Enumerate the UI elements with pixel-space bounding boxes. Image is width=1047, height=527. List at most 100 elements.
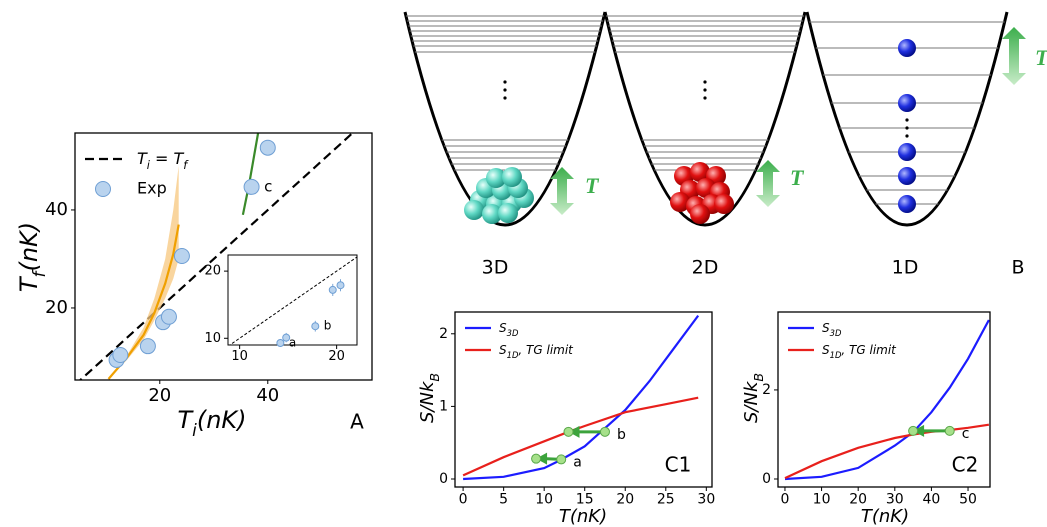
x-tick-label: 0 — [459, 492, 468, 508]
point-label: b — [324, 319, 332, 333]
label-part: S/Nk — [417, 380, 438, 423]
atom — [898, 39, 916, 57]
legend-label: Ti = Tf — [137, 149, 189, 172]
x-tick-label: 10 — [535, 492, 553, 508]
ellipsis-dot — [703, 88, 706, 91]
y-axis-label: Tf(nK) — [15, 222, 49, 292]
ellipsis-dot — [503, 96, 506, 99]
atom — [714, 194, 734, 214]
data-point — [329, 286, 336, 293]
temperature-label: T — [1035, 45, 1047, 70]
line — [243, 133, 258, 215]
x-tick-label: 0 — [780, 492, 789, 508]
subscript: 1D — [830, 350, 842, 360]
x-tick-label: 20 — [616, 492, 634, 508]
atom — [898, 167, 916, 185]
data-point — [260, 140, 275, 155]
ellipsis-dot — [905, 134, 908, 137]
legend-marker — [96, 182, 111, 197]
point-label: c — [264, 177, 272, 195]
x-tick-label: 20 — [148, 385, 171, 406]
y-tick-label: 0 — [439, 471, 448, 487]
arrow-end — [945, 426, 954, 435]
data-point — [174, 249, 189, 264]
label-part: (nK) — [15, 222, 43, 272]
temperature-arrow — [756, 160, 780, 207]
data-point — [337, 282, 344, 289]
data-point — [161, 309, 176, 324]
atom — [898, 195, 916, 213]
well-label: 1D — [892, 257, 919, 279]
well-label: 2D — [692, 257, 719, 279]
well-label: 3D — [482, 257, 509, 279]
legend-label: S1D, TG limit — [499, 343, 574, 360]
y-tick-label: 20 — [204, 264, 221, 279]
ellipsis-dot — [703, 96, 706, 99]
label-part: = T — [150, 149, 185, 168]
subscript: B — [427, 373, 442, 382]
label-part: , TG limit — [841, 343, 897, 357]
subscript: 1D — [507, 350, 519, 360]
x-tick-label: 20 — [328, 349, 345, 364]
arrow-label: a — [573, 454, 582, 470]
arrow-label: b — [617, 427, 626, 443]
y-tick-label: 20 — [45, 297, 68, 318]
ellipsis-dot — [905, 118, 908, 121]
inset-background — [228, 255, 357, 345]
legend-label: S1D, TG limit — [822, 343, 897, 360]
x-tick-label: 30 — [697, 492, 715, 508]
legend-label: S3D — [822, 321, 842, 338]
data-point — [244, 179, 259, 194]
ellipsis-dot — [905, 126, 908, 129]
temperature-label: T — [585, 173, 600, 198]
x-axis-label: Ti(nK) — [177, 406, 246, 440]
ellipsis-dot — [503, 88, 506, 91]
arrow-end — [532, 454, 541, 463]
atom — [898, 94, 916, 112]
subscript: 3D — [507, 328, 519, 338]
temperature-label: T — [790, 165, 805, 190]
panel-label: C1 — [665, 453, 692, 477]
arrow-end — [557, 455, 566, 464]
legend-label: S3D — [499, 321, 519, 338]
x-tick-label: 10 — [813, 492, 831, 508]
figure: 3D 2D 1D B T T T 20402040Ti(nK)Tf(nK)AcT… — [0, 0, 1047, 527]
y-tick-label: 2 — [439, 326, 448, 342]
x-tick-label: 10 — [231, 349, 248, 364]
y-axis-label: S/NkB — [741, 373, 766, 423]
ellipsis-dot — [703, 80, 706, 83]
atom — [690, 204, 710, 224]
atom — [464, 200, 484, 220]
y-tick-label: 10 — [204, 331, 221, 346]
y-tick-label: 0 — [762, 471, 771, 487]
x-axis-label: T(nK) — [861, 506, 909, 527]
panel-label: A — [350, 410, 364, 434]
panel-label: C2 — [952, 453, 979, 477]
temperature-arrow — [1002, 27, 1026, 85]
x-tick-label: 50 — [959, 492, 977, 508]
y-tick-label: 2 — [762, 382, 771, 398]
legend-label: Exp — [137, 179, 167, 198]
subscript: B — [751, 373, 766, 382]
data-point — [113, 348, 128, 363]
atom — [898, 143, 916, 161]
panel-label: B — [1011, 257, 1024, 279]
ellipsis-dot — [503, 80, 506, 83]
data-point — [312, 323, 319, 330]
x-tick-label: 40 — [923, 492, 941, 508]
arrow-end — [600, 427, 609, 436]
x-tick-label: 25 — [657, 492, 675, 508]
atom — [498, 203, 518, 223]
data-point — [277, 339, 284, 346]
data-point — [283, 334, 290, 341]
subscript: 3D — [830, 328, 842, 338]
y-tick-label: 1 — [439, 398, 448, 414]
label-part: , TG limit — [518, 343, 574, 357]
atom — [502, 167, 522, 187]
data-point — [140, 339, 155, 354]
arrow-end — [909, 426, 918, 435]
subscript: f — [183, 159, 189, 172]
label-part: (nK) — [197, 406, 247, 434]
y-tick-label: 40 — [45, 199, 68, 220]
arrow-end — [564, 427, 573, 436]
